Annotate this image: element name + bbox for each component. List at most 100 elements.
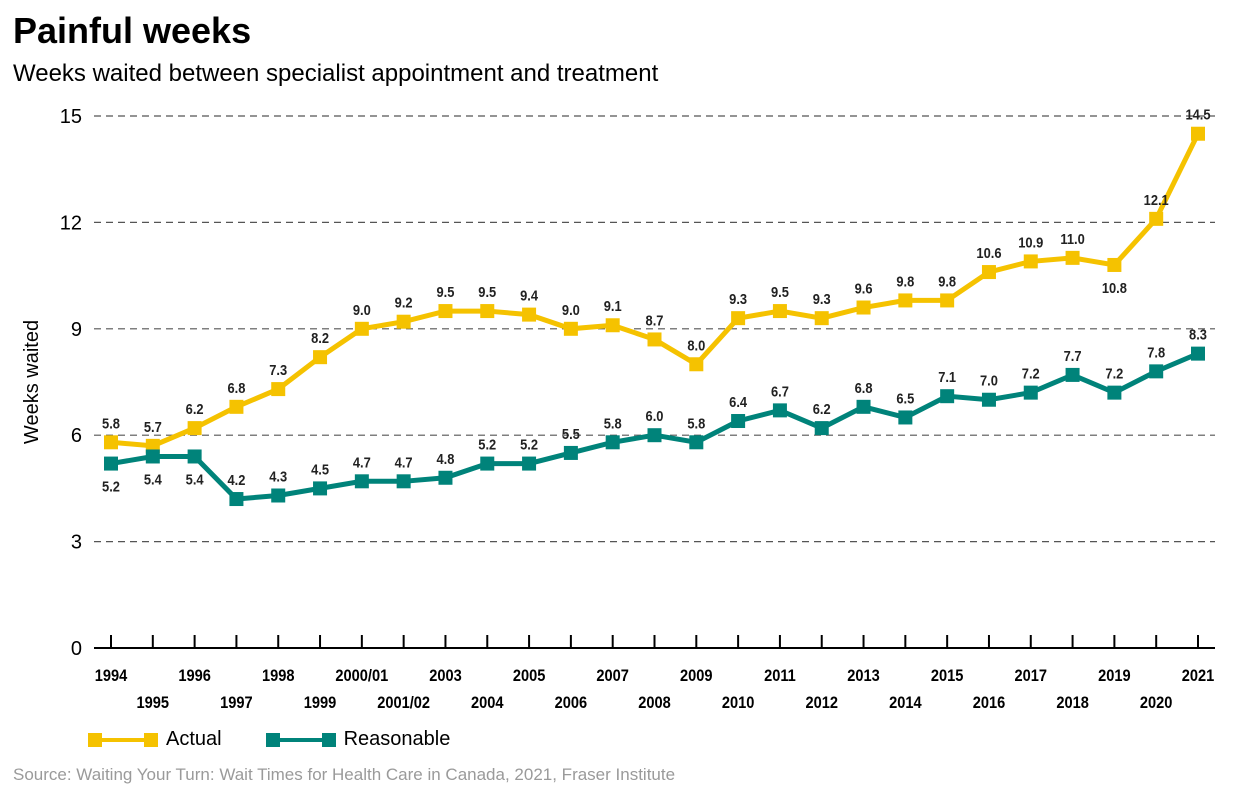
point-actual-1996 bbox=[187, 421, 202, 436]
point-actual-2012 bbox=[814, 311, 829, 326]
point-actual-2009 bbox=[689, 357, 704, 372]
x-tick-label-2003: 2003 bbox=[429, 667, 462, 685]
x-tick-label-2010: 2010 bbox=[722, 694, 755, 712]
data-label-reasonable-2020: 7.8 bbox=[1147, 343, 1165, 360]
data-label-reasonable-2005: 5.2 bbox=[520, 436, 538, 453]
data-label-actual-2016: 10.6 bbox=[976, 244, 1001, 261]
data-label-reasonable-2021: 8.3 bbox=[1189, 326, 1207, 343]
x-tick-label-1994: 1994 bbox=[95, 667, 128, 685]
x-tick-label-2000/01: 2000/01 bbox=[335, 667, 388, 685]
point-reasonable-2005 bbox=[522, 456, 537, 471]
point-reasonable-1999 bbox=[313, 481, 328, 496]
x-tick-label-2021: 2021 bbox=[1182, 667, 1215, 685]
y-tick-label-9: 9 bbox=[71, 319, 82, 341]
x-tick-label-2009: 2009 bbox=[680, 667, 713, 685]
point-reasonable-1998 bbox=[271, 488, 286, 503]
data-label-actual-1996: 6.2 bbox=[186, 400, 204, 417]
x-tick-label-2020: 2020 bbox=[1140, 694, 1173, 712]
y-tick-label-12: 12 bbox=[60, 212, 82, 234]
point-reasonable-2016 bbox=[981, 392, 996, 407]
point-reasonable-1995 bbox=[145, 449, 160, 464]
point-reasonable-2017 bbox=[1023, 385, 1038, 400]
data-label-reasonable-2000/01: 4.7 bbox=[353, 453, 371, 470]
data-label-actual-2017: 10.9 bbox=[1018, 233, 1043, 250]
data-label-reasonable-2016: 7.0 bbox=[980, 372, 998, 389]
point-actual-2020 bbox=[1149, 211, 1164, 226]
data-label-actual-1995: 5.7 bbox=[144, 418, 162, 435]
point-reasonable-2021 bbox=[1191, 346, 1205, 361]
point-actual-2021 bbox=[1191, 126, 1205, 141]
data-label-actual-2003: 9.5 bbox=[437, 283, 455, 300]
data-label-actual-2020: 12.1 bbox=[1144, 191, 1169, 208]
data-label-reasonable-1997: 4.2 bbox=[227, 471, 245, 488]
x-tick-label-2011: 2011 bbox=[764, 667, 796, 685]
data-label-actual-1999: 8.2 bbox=[311, 329, 329, 346]
legend-marker-actual-right bbox=[144, 732, 158, 747]
data-label-reasonable-1995: 5.4 bbox=[144, 471, 162, 488]
data-label-actual-2010: 9.3 bbox=[729, 290, 747, 307]
data-label-reasonable-1996: 5.4 bbox=[186, 471, 204, 488]
data-label-actual-2006: 9.0 bbox=[562, 301, 580, 318]
data-label-actual-2018: 11.0 bbox=[1060, 230, 1085, 247]
chart-title: Painful weeks bbox=[13, 10, 252, 51]
data-label-reasonable-1999: 4.5 bbox=[311, 460, 329, 477]
point-reasonable-1994 bbox=[104, 456, 118, 471]
x-tick-label-2008: 2008 bbox=[638, 694, 671, 712]
data-label-actual-2000/01: 9.0 bbox=[353, 301, 371, 318]
point-reasonable-2020 bbox=[1149, 364, 1164, 379]
point-actual-2001/02 bbox=[396, 314, 411, 329]
x-tick-label-2001/02: 2001/02 bbox=[377, 694, 430, 712]
point-reasonable-2018 bbox=[1065, 367, 1080, 382]
point-actual-2019 bbox=[1107, 257, 1122, 272]
legend-swatch-actual bbox=[88, 732, 158, 747]
data-label-reasonable-1998: 4.3 bbox=[269, 468, 287, 485]
legend-item-reasonable[interactable]: Reasonable bbox=[265, 728, 450, 751]
data-label-reasonable-2018: 7.7 bbox=[1064, 347, 1082, 364]
legend-marker-reasonable-left bbox=[265, 732, 280, 747]
y-tick-label-0: 0 bbox=[71, 638, 82, 660]
data-label-reasonable-2008: 6.0 bbox=[646, 407, 664, 424]
point-actual-2018 bbox=[1065, 250, 1080, 265]
data-label-actual-2014: 9.8 bbox=[896, 272, 914, 289]
data-label-actual-2008: 8.7 bbox=[646, 312, 664, 329]
data-label-reasonable-2015: 7.1 bbox=[938, 368, 956, 385]
legend-line-actual bbox=[88, 737, 158, 742]
legend-item-actual[interactable]: Actual bbox=[88, 728, 222, 751]
point-reasonable-2009 bbox=[689, 435, 704, 450]
point-actual-2016 bbox=[981, 265, 996, 280]
x-tick-label-2013: 2013 bbox=[847, 667, 880, 685]
data-label-reasonable-2006: 5.5 bbox=[562, 425, 580, 442]
data-label-reasonable-2003: 4.8 bbox=[437, 450, 455, 467]
point-reasonable-2010 bbox=[731, 414, 746, 429]
point-actual-2005 bbox=[522, 307, 537, 322]
x-tick-label-2012: 2012 bbox=[805, 694, 838, 712]
y-tick-label-3: 3 bbox=[71, 532, 82, 554]
data-label-actual-2001/02: 9.2 bbox=[395, 294, 413, 311]
data-label-actual-2019: 10.8 bbox=[1102, 279, 1127, 296]
legend-marker-actual-left bbox=[88, 732, 102, 747]
point-reasonable-2019 bbox=[1107, 385, 1122, 400]
legend-marker-reasonable-right bbox=[321, 732, 336, 747]
x-tick-label-2007: 2007 bbox=[596, 667, 629, 685]
x-tick-label-1996: 1996 bbox=[178, 667, 211, 685]
point-reasonable-2004 bbox=[480, 456, 495, 471]
data-label-actual-2012: 9.3 bbox=[813, 290, 831, 307]
point-actual-1999 bbox=[313, 350, 328, 365]
point-actual-2010 bbox=[731, 311, 746, 326]
legend: Actual Reasonable bbox=[88, 728, 494, 751]
point-actual-1995 bbox=[145, 438, 160, 453]
point-reasonable-1996 bbox=[187, 449, 202, 464]
data-label-reasonable-2014: 6.5 bbox=[896, 390, 914, 407]
x-tick-label-2016: 2016 bbox=[973, 694, 1006, 712]
point-reasonable-2007 bbox=[605, 435, 620, 450]
point-actual-2015 bbox=[940, 293, 955, 308]
data-label-actual-2021: 14.5 bbox=[1185, 106, 1210, 123]
point-actual-2000/01 bbox=[354, 321, 369, 336]
data-label-reasonable-2012: 6.2 bbox=[813, 400, 831, 417]
point-reasonable-2008 bbox=[647, 428, 662, 443]
point-reasonable-2011 bbox=[772, 403, 787, 418]
point-actual-1994 bbox=[104, 435, 118, 450]
data-label-reasonable-2001/02: 4.7 bbox=[395, 453, 413, 470]
data-label-actual-2004: 9.5 bbox=[478, 283, 496, 300]
